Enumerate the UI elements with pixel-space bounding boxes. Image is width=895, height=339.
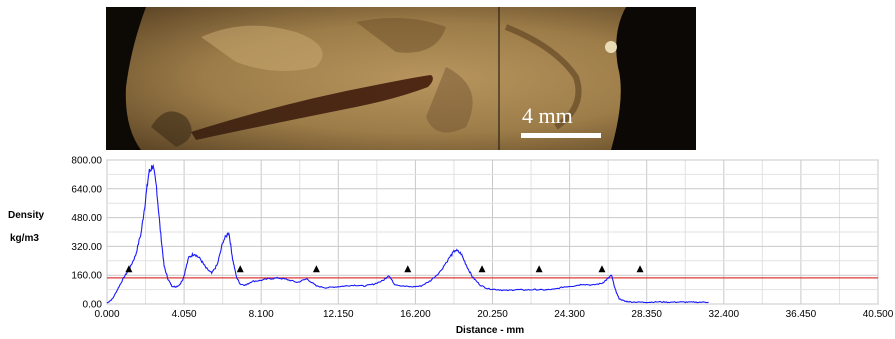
scale-bar-label: 4 mm	[522, 103, 573, 128]
y-tick-label: 0.00	[83, 300, 103, 311]
triangle-marker-0	[125, 265, 133, 273]
scale-bar	[521, 133, 601, 138]
x-tick-label: 12.150	[323, 309, 354, 320]
chart-grid	[106, 159, 879, 305]
x-tick-label: 4.050	[172, 309, 197, 320]
density-chart: 0.00 160.00 320.00 480.00 640.00 800.00 0.000…	[71, 156, 893, 337]
triangle-marker-5	[535, 265, 543, 273]
x-tick-label: 36.450	[786, 309, 817, 320]
y-tick-label: 640.00	[71, 184, 102, 195]
triangle-marker-3	[404, 265, 412, 273]
triangle-marker-2	[312, 265, 320, 273]
y-tick-label: 480.00	[71, 213, 102, 224]
x-tick-label: 40.500	[863, 309, 894, 320]
triangle-marker-6	[598, 265, 606, 273]
y-tick-label: 800.00	[71, 156, 102, 167]
triangle-marker-1	[236, 265, 244, 273]
density-series	[106, 163, 709, 304]
marker-points	[125, 265, 644, 273]
specimen-image	[106, 7, 696, 150]
triangle-marker-4	[478, 265, 486, 273]
density-line-series-0	[106, 163, 709, 304]
x-tick-label: 24.300	[554, 309, 585, 320]
x-axis-label: Distance - mm	[456, 325, 524, 336]
y-axis-label-line1: Density	[8, 210, 45, 221]
x-axis-ticks: 0.000 4.050 8.100 12.150 16.200 20.250 24.300 2…	[94, 309, 893, 320]
y-axis-label-line2: kg/m3	[10, 233, 39, 244]
specimen-photo	[106, 7, 696, 150]
x-tick-label: 16.200	[400, 309, 431, 320]
y-axis-ticks: 0.00 160.00 320.00 480.00 640.00 800.00	[71, 156, 102, 311]
x-tick-label: 20.250	[477, 309, 508, 320]
triangle-marker-7	[636, 265, 644, 273]
x-tick-label: 28.350	[631, 309, 662, 320]
x-tick-label: 32.400	[709, 309, 740, 320]
y-tick-label: 320.00	[71, 242, 102, 253]
x-tick-label: 0.000	[94, 309, 119, 320]
x-tick-label: 8.100	[249, 309, 274, 320]
y-tick-label: 160.00	[71, 271, 102, 282]
